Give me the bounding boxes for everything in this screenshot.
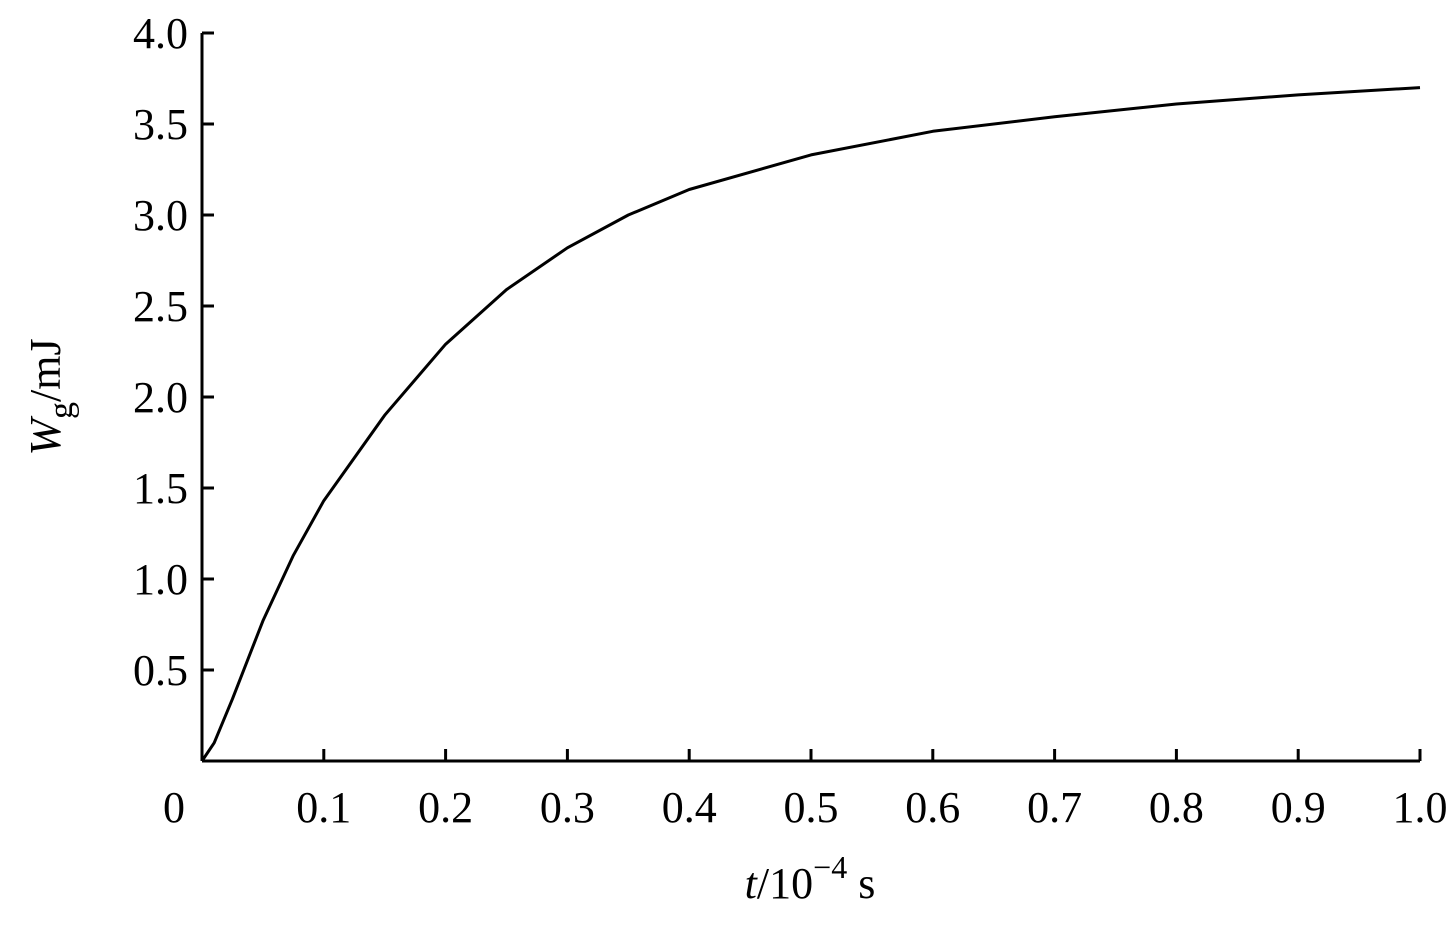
y-label-unit: /mJ xyxy=(21,338,70,402)
x-tick-label: 0 xyxy=(163,783,185,832)
y-tick-label: 3.0 xyxy=(133,191,188,240)
x-label-tail: s xyxy=(847,859,875,908)
y-tick-label: 2.0 xyxy=(133,373,188,422)
y-axis-label: Wg/mJ xyxy=(21,338,80,455)
x-tick-label: 0.2 xyxy=(418,783,473,832)
y-tick-label: 1.0 xyxy=(133,555,188,604)
data-line xyxy=(200,86,1421,762)
x-label-var: t xyxy=(745,859,759,908)
x-tick-label: 1.0 xyxy=(1393,783,1448,832)
x-label-exp: −4 xyxy=(813,849,847,885)
y-tick-label: 3.5 xyxy=(133,100,188,149)
x-tick-label: 0.7 xyxy=(1027,783,1082,832)
x-label-unit: /10 xyxy=(757,859,813,908)
y-tick-label: 4.0 xyxy=(133,9,188,58)
x-tick-label: 0.1 xyxy=(296,783,351,832)
y-tick-label: 2.5 xyxy=(133,282,188,331)
x-tick-label: 0.6 xyxy=(905,783,960,832)
x-tick-label: 0.8 xyxy=(1149,783,1204,832)
y-label-sub: g xyxy=(43,402,80,419)
y-tick-label: 0.5 xyxy=(133,646,188,695)
x-axis-label: t/10−4 s xyxy=(745,849,876,908)
x-tick-label: 0.5 xyxy=(784,783,839,832)
y-label-var: W xyxy=(21,416,70,456)
x-tick-label: 0.4 xyxy=(662,783,717,832)
x-tick-label: 0.9 xyxy=(1271,783,1326,832)
x-tick-label: 0.3 xyxy=(540,783,595,832)
y-tick-label: 1.5 xyxy=(133,464,188,513)
